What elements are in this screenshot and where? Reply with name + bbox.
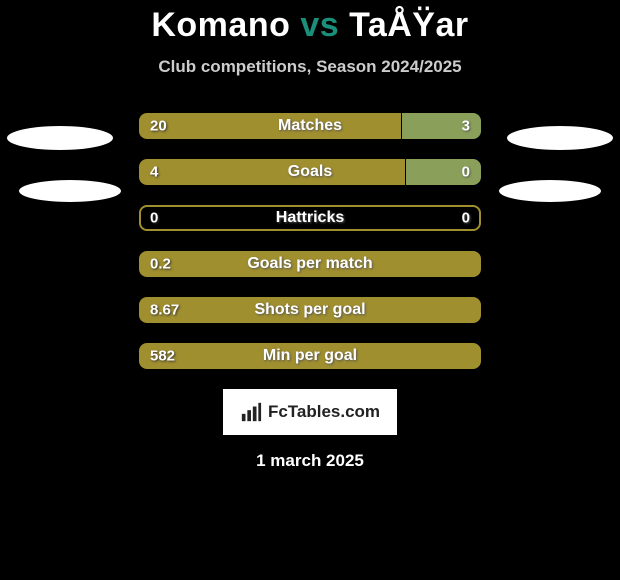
stat-value-right: 0 [462, 210, 470, 227]
page-subtitle: Club competitions, Season 2024/2025 [0, 57, 620, 77]
stat-bar-left [139, 159, 406, 185]
stat-value-right: 0 [462, 164, 470, 181]
stat-row: 582 Min per goal [0, 343, 620, 369]
brand-box: FcTables.com [223, 389, 397, 435]
title-vs: vs [300, 6, 339, 44]
stat-label: Goals [288, 163, 332, 181]
stat-row: 0.2 Goals per match [0, 251, 620, 277]
stat-label: Min per goal [263, 347, 357, 365]
stat-label: Matches [278, 117, 342, 135]
stat-row: 8.67 Shots per goal [0, 297, 620, 323]
stat-value-left: 0 [150, 210, 158, 227]
stat-label: Goals per match [247, 255, 372, 273]
stat-label: Shots per goal [254, 301, 365, 319]
brand-text: FcTables.com [268, 402, 380, 422]
bars-icon [240, 401, 262, 423]
page-title: Komano vs TaÅŸar [0, 0, 620, 45]
stat-bar-left [139, 113, 402, 139]
stat-value-left: 582 [150, 348, 175, 365]
stat-label: Hattricks [276, 209, 344, 227]
stat-row: 0 Hattricks 0 [0, 205, 620, 231]
title-player1: Komano [151, 6, 290, 44]
title-player2: TaÅŸar [349, 6, 469, 44]
stat-value-left: 20 [150, 118, 167, 135]
stat-value-left: 4 [150, 164, 158, 181]
stat-row: 20 Matches 3 [0, 113, 620, 139]
date-label: 1 march 2025 [0, 451, 620, 471]
comparison-chart: 20 Matches 3 4 Goals 0 0 Hattricks 0 0.2 Goals per… [0, 113, 620, 369]
stat-row: 4 Goals 0 [0, 159, 620, 185]
stat-value-left: 0.2 [150, 256, 171, 273]
stat-value-right: 3 [462, 118, 470, 135]
stat-value-left: 8.67 [150, 302, 179, 319]
